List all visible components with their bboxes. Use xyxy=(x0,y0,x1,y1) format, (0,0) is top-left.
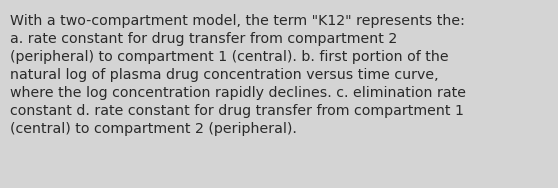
Text: a. rate constant for drug transfer from compartment 2: a. rate constant for drug transfer from … xyxy=(10,32,397,46)
Text: (central) to compartment 2 (peripheral).: (central) to compartment 2 (peripheral). xyxy=(10,122,297,136)
Text: With a two-compartment model, the term "K12" represents the:: With a two-compartment model, the term "… xyxy=(10,14,465,28)
Text: natural log of plasma drug concentration versus time curve,: natural log of plasma drug concentration… xyxy=(10,68,439,82)
Text: (peripheral) to compartment 1 (central). b. first portion of the: (peripheral) to compartment 1 (central).… xyxy=(10,50,449,64)
Text: constant d. rate constant for drug transfer from compartment 1: constant d. rate constant for drug trans… xyxy=(10,104,464,118)
Text: where the log concentration rapidly declines. c. elimination rate: where the log concentration rapidly decl… xyxy=(10,86,466,100)
